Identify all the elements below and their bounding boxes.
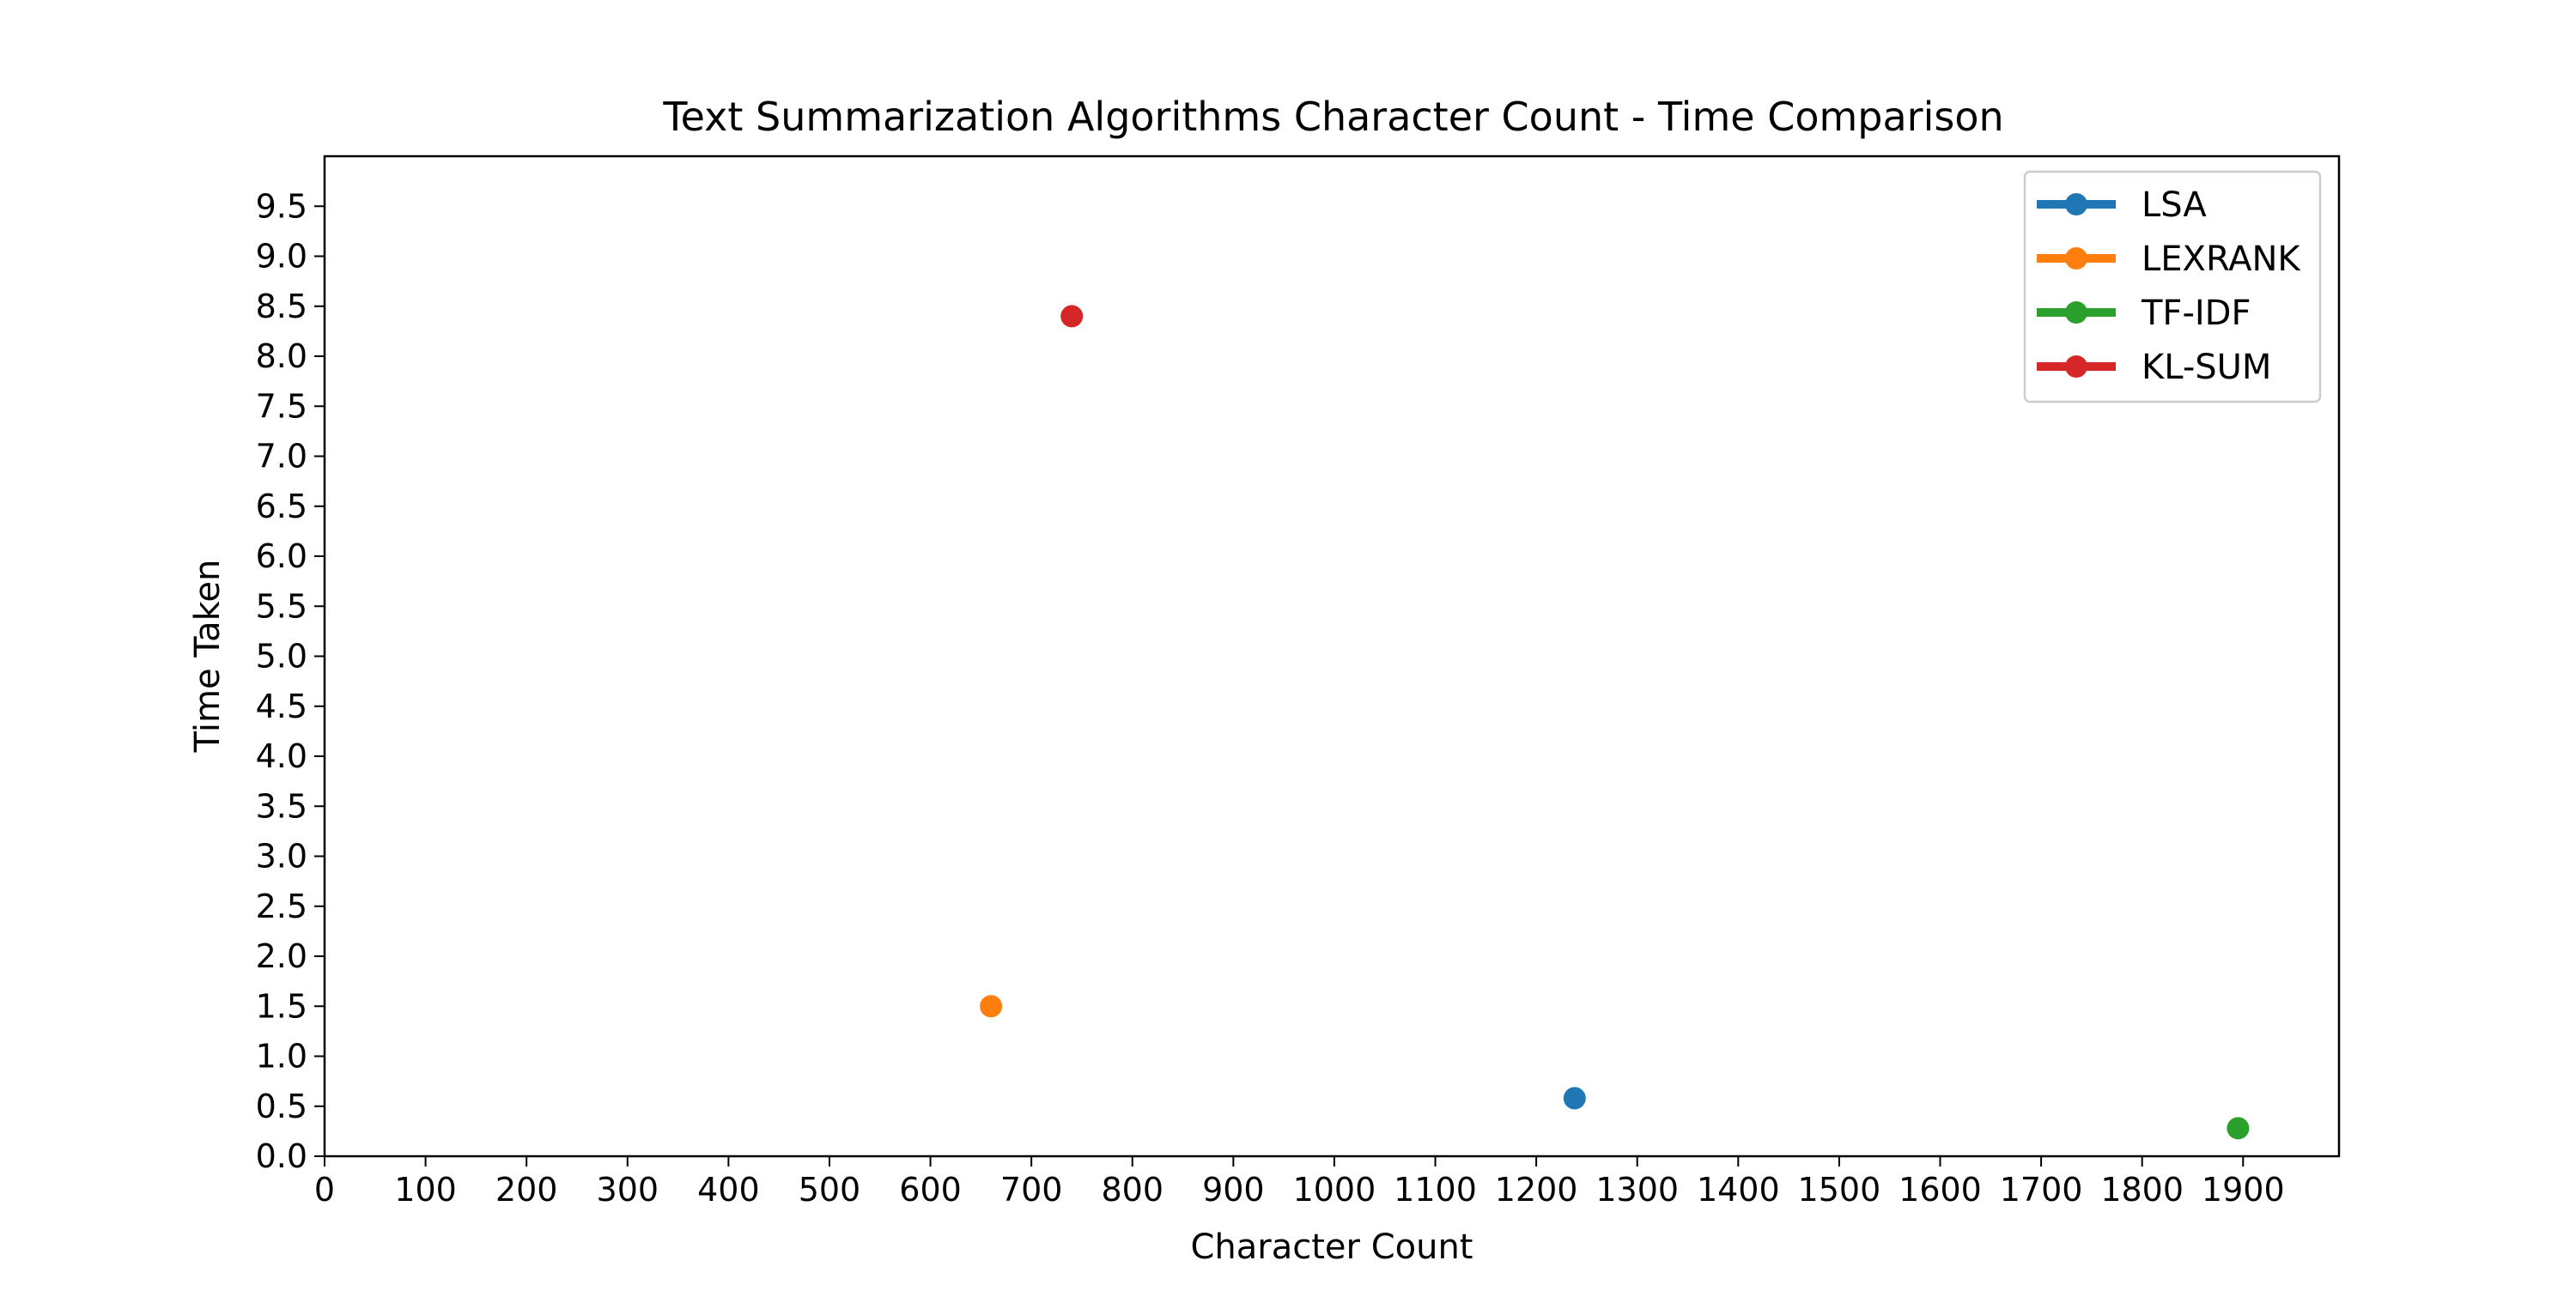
x-tick-label: 600 bbox=[899, 1171, 962, 1209]
x-tick-label: 100 bbox=[394, 1171, 457, 1209]
x-tick-label: 1900 bbox=[2202, 1171, 2285, 1209]
y-tick-label: 5.0 bbox=[256, 638, 307, 676]
x-tick-label: 1600 bbox=[1899, 1171, 1982, 1209]
data-point-tf-idf bbox=[2227, 1117, 2250, 1140]
x-tick-label: 0 bbox=[314, 1171, 335, 1209]
legend-label-tf-idf: TF-IDF bbox=[2141, 294, 2251, 333]
y-tick-label: 6.0 bbox=[256, 537, 307, 575]
y-tick-label: 8.0 bbox=[256, 337, 307, 375]
y-tick-label: 0.0 bbox=[256, 1137, 307, 1175]
data-point-lexrank bbox=[980, 995, 1003, 1018]
legend-marker-lexrank bbox=[2065, 247, 2087, 270]
x-tick-label: 200 bbox=[495, 1171, 558, 1209]
y-tick-label: 0.5 bbox=[256, 1088, 307, 1125]
legend: LSA LEXRANK TF-IDF KL-SUM bbox=[2023, 170, 2322, 403]
x-tick-label: 900 bbox=[1202, 1171, 1265, 1209]
data-points bbox=[980, 305, 2250, 1140]
x-axis-label: Character Count bbox=[1191, 1227, 1473, 1267]
data-point-kl-sum bbox=[1060, 305, 1084, 328]
y-tick-label: 8.5 bbox=[256, 288, 307, 325]
data-point-lsa bbox=[1563, 1087, 1586, 1110]
x-tick-label: 1200 bbox=[1495, 1171, 1578, 1209]
x-tick-label: 1400 bbox=[1697, 1171, 1780, 1209]
y-tick-label: 7.5 bbox=[256, 387, 307, 425]
x-axis: 0 100 200 300 400 500 600 700 800 900 1000 1100 1200… bbox=[314, 1156, 2285, 1209]
x-tick-label: 1000 bbox=[1293, 1171, 1376, 1209]
y-tick-label: 1.5 bbox=[256, 987, 307, 1025]
y-tick-label: 7.0 bbox=[256, 438, 307, 476]
x-tick-label: 1700 bbox=[2000, 1171, 2083, 1209]
legend-label-kl-sum: KL-SUM bbox=[2142, 348, 2271, 387]
legend-label-lsa: LSA bbox=[2142, 185, 2207, 225]
y-tick-label: 2.5 bbox=[256, 888, 307, 925]
legend-marker-lsa bbox=[2065, 193, 2087, 215]
x-tick-label: 300 bbox=[597, 1171, 659, 1209]
x-tick-label: 800 bbox=[1101, 1171, 1163, 1209]
chart-title: Text Summarization Algorithms Character … bbox=[662, 94, 2003, 140]
y-tick-label: 9.5 bbox=[256, 187, 307, 225]
y-tick-label: 6.5 bbox=[256, 488, 307, 525]
x-tick-label: 1100 bbox=[1394, 1171, 1477, 1209]
y-tick-label: 5.5 bbox=[256, 587, 307, 625]
x-tick-label: 400 bbox=[697, 1171, 760, 1209]
legend-box bbox=[2023, 170, 2322, 403]
y-tick-label: 9.0 bbox=[256, 238, 307, 276]
x-tick-label: 500 bbox=[799, 1171, 861, 1209]
y-tick-label: 4.5 bbox=[256, 688, 307, 725]
x-tick-label: 1300 bbox=[1595, 1171, 1679, 1209]
x-tick-label: 700 bbox=[1000, 1171, 1063, 1209]
y-tick-label: 2.0 bbox=[256, 937, 307, 975]
x-tick-label: 1800 bbox=[2100, 1171, 2184, 1209]
legend-marker-kl-sum bbox=[2065, 355, 2087, 378]
y-axis-label: Time Taken bbox=[188, 560, 228, 754]
y-tick-label: 4.0 bbox=[256, 737, 307, 775]
x-tick-label: 1500 bbox=[1798, 1171, 1881, 1209]
y-tick-label: 3.5 bbox=[256, 787, 307, 825]
y-tick-label: 3.0 bbox=[256, 838, 307, 876]
y-tick-label: 1.0 bbox=[256, 1038, 307, 1076]
y-axis: 0.0 0.5 1.0 1.5 2.0 2.5 3.0 3.5 4.0 4.5 5.0 5.5 6.0 6… bbox=[256, 187, 325, 1175]
legend-label-lexrank: LEXRANK bbox=[2142, 239, 2301, 279]
legend-marker-tf-idf bbox=[2065, 301, 2087, 324]
